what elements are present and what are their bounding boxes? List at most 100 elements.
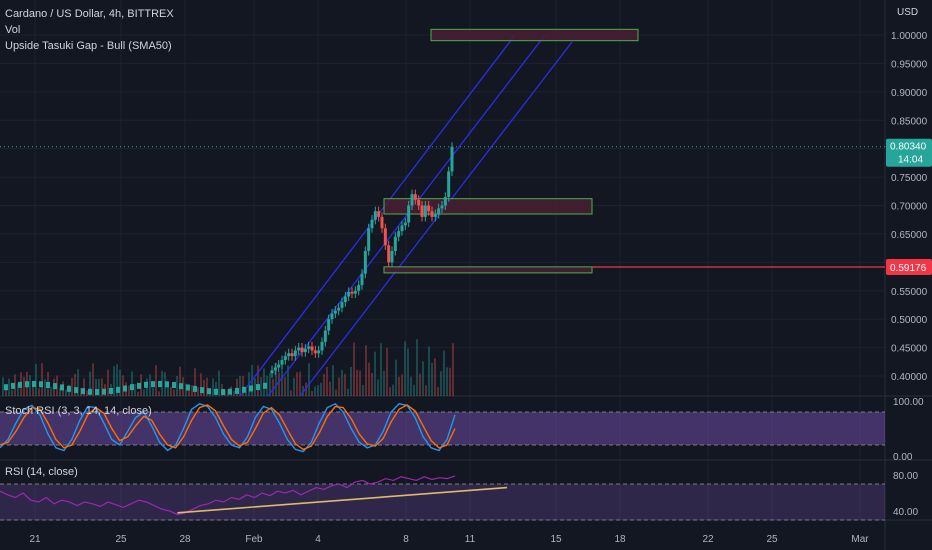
candle-body [290,353,294,357]
volume-bar [95,378,97,396]
channel-line-2 [299,41,573,397]
candle-body [370,219,374,229]
volume-bar [434,358,436,396]
volume-bar [350,366,352,396]
volume-bar [389,387,391,396]
volume-bar [5,388,7,396]
candle-body [440,205,444,209]
volume-bar [65,389,67,396]
volume-bar [107,369,109,396]
candle [235,387,239,394]
rsi-line [0,475,456,516]
x-tick-label: 18 [614,534,626,545]
candle [256,384,260,391]
candle [158,381,162,388]
volume-bar [32,386,34,396]
x-tick-label: 8 [403,534,409,545]
candle-body [340,302,344,308]
rsi-tick-label: 40.00 [893,507,918,518]
volume-bar [281,369,283,396]
volume-bar [407,348,409,396]
y-tick-label: 0.50000 [891,315,928,326]
x-tick-label: 21 [29,534,41,545]
candle [214,388,218,395]
volume-bar [170,386,172,396]
x-tick-label: 25 [766,534,778,545]
candle-body [330,313,334,320]
volume-bar [2,377,4,396]
candle-body [407,205,411,223]
volume-bar [287,365,289,396]
candle-body [443,196,447,206]
candle [81,388,85,395]
volume-bar [302,385,304,396]
volume-bar [392,384,394,396]
volume-bar [167,385,169,396]
channel-line-1 [267,34,546,397]
volume-bar [353,342,355,396]
candle-body [360,273,364,286]
candle-body [417,199,421,206]
candle-body [293,350,297,357]
candle [130,384,134,391]
volume-bar [71,377,73,396]
candle-body [307,346,311,349]
candle-body [337,307,341,311]
volume-bar [404,341,406,396]
volume-bar [260,377,262,396]
candle-body [353,290,357,294]
volume-bar [35,363,37,396]
volume-bar [443,350,445,396]
candle-body [320,341,324,351]
candle-body [423,205,427,217]
y-tick-label: 0.45000 [891,344,928,355]
countdown-label: 14:04 [898,155,923,166]
volume-bar [134,383,136,396]
volume-bar [23,377,25,396]
stoch-rsi-legend: Stoch RSI (3, 3, 14, 14, close) [5,405,152,417]
candle-body [380,216,384,229]
volume-bar [128,385,130,396]
middle-zone [383,198,593,215]
volume-bar [44,379,46,396]
candle-body [357,285,361,291]
volume-bar [194,368,196,396]
candle-body [387,245,391,263]
y-tick-label: 0.75000 [891,173,928,184]
y-tick-label: 0.85000 [891,116,928,127]
volume-bar [176,375,178,396]
candle-body [373,211,377,220]
x-tick-label: 22 [702,534,714,545]
candle-body [430,211,434,217]
candle-body [327,319,331,331]
volume-bar [338,377,340,396]
rsi-trendline [177,486,508,514]
volume-bar [119,369,121,396]
price-badges: 0.80340 14:04 0.59176 [886,138,932,276]
candle-body [367,228,371,251]
candle-body [393,236,397,251]
candle [144,381,148,388]
candle [200,387,204,394]
volume-bar [320,382,322,396]
candle-body [310,346,314,351]
candle-body [437,208,441,215]
volume-bar [314,386,316,396]
volume-bar [155,365,157,396]
volume-bar [188,390,190,396]
candle-body [347,291,351,297]
volume-bar [179,366,181,396]
volume-bar [440,371,442,396]
candle-body [400,225,404,232]
volume-bar [77,369,79,396]
candle-body [300,347,304,353]
volume-bar [335,389,337,396]
candle-body [450,146,454,172]
candle [39,381,43,388]
candle [186,384,190,391]
volume-bar [272,378,274,396]
volume-bar [275,362,277,396]
volume-bar [137,391,139,396]
candle [4,384,8,391]
